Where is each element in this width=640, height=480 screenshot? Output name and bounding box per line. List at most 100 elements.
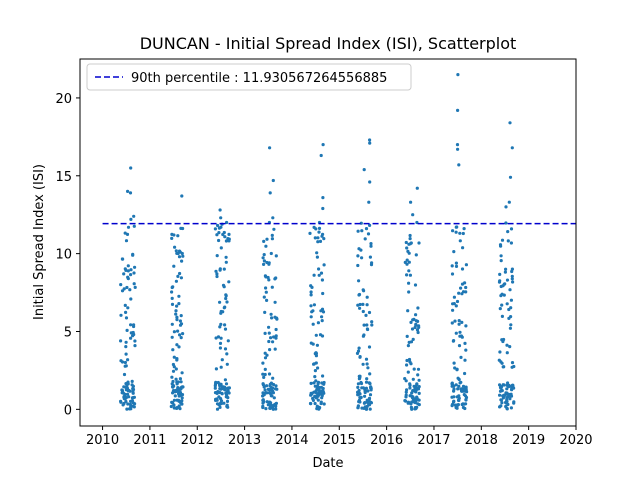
data-point [263, 372, 267, 377]
data-point [505, 302, 509, 306]
data-point [130, 396, 134, 400]
data-point [452, 302, 456, 306]
data-point [180, 371, 184, 375]
data-point [269, 251, 273, 256]
data-point [456, 387, 460, 391]
data-point [457, 384, 461, 388]
data-point [313, 236, 317, 240]
data-point [215, 233, 219, 237]
data-point [416, 306, 420, 310]
data-point [358, 400, 362, 404]
data-point [130, 379, 134, 383]
data-point [356, 385, 360, 389]
data-point [451, 229, 455, 233]
data-point [270, 237, 274, 241]
data-point [508, 326, 512, 330]
data-point [414, 322, 418, 326]
data-point [368, 255, 372, 259]
data-point [271, 178, 275, 183]
data-point [356, 349, 361, 353]
data-point [364, 313, 368, 317]
data-point [261, 361, 265, 365]
data-point [225, 362, 229, 366]
data-point [222, 230, 226, 235]
data-point [416, 367, 421, 371]
data-point [363, 237, 367, 241]
data-point [224, 260, 228, 264]
data-point [119, 313, 123, 317]
data-point [263, 388, 267, 392]
data-point [454, 230, 458, 234]
data-point [365, 295, 369, 299]
data-point [180, 194, 184, 198]
data-point [129, 217, 133, 221]
data-point [125, 407, 129, 411]
data-point [362, 406, 366, 410]
data-point [218, 325, 222, 329]
data-point [174, 309, 178, 313]
data-point [218, 300, 222, 304]
data-point [462, 227, 466, 231]
data-point [171, 385, 175, 389]
data-point [181, 332, 185, 336]
data-point [175, 304, 179, 308]
data-point [268, 404, 272, 408]
data-point [119, 359, 123, 363]
data-point [368, 138, 372, 142]
data-point [405, 358, 409, 363]
data-point [225, 399, 230, 403]
data-point [458, 231, 462, 235]
data-point [179, 314, 183, 318]
data-point [508, 397, 512, 401]
data-point [316, 366, 320, 370]
data-point [263, 351, 267, 355]
data-point [357, 247, 361, 251]
data-point [503, 393, 507, 397]
data-point [500, 314, 504, 318]
data-point [498, 389, 503, 393]
data-point [317, 267, 321, 271]
data-point [509, 241, 513, 245]
data-point [309, 284, 313, 288]
data-point [500, 401, 504, 405]
data-point [268, 406, 272, 410]
data-point [510, 361, 515, 365]
data-point [500, 238, 505, 242]
data-point [319, 385, 323, 389]
data-point [308, 231, 312, 235]
data-point [361, 362, 365, 366]
data-point [451, 308, 455, 312]
data-point [412, 400, 416, 404]
data-point [123, 360, 127, 365]
data-point [179, 380, 183, 384]
data-point [409, 200, 413, 204]
data-point [457, 319, 461, 323]
data-point [454, 304, 458, 308]
data-point [365, 323, 369, 327]
data-point [504, 221, 508, 225]
data-point [225, 352, 229, 356]
data-point [170, 296, 174, 300]
data-point [213, 382, 218, 386]
data-point [180, 259, 184, 263]
data-point [261, 405, 265, 410]
data-point [411, 318, 415, 322]
data-point [267, 331, 271, 335]
legend: 90th percentile : 11.930567264556885 [86, 63, 412, 91]
data-point [271, 340, 275, 344]
data-point [263, 367, 267, 371]
data-point [262, 391, 266, 395]
data-point [261, 383, 265, 387]
data-point [501, 365, 505, 369]
data-point [129, 268, 133, 272]
data-point [267, 261, 271, 265]
data-point [357, 377, 361, 381]
data-point [509, 227, 514, 231]
data-point [173, 394, 177, 398]
data-point [370, 320, 374, 324]
data-point [452, 250, 456, 254]
data-point [216, 335, 221, 339]
data-point [368, 180, 372, 184]
data-point [403, 399, 407, 403]
data-point [219, 365, 223, 369]
